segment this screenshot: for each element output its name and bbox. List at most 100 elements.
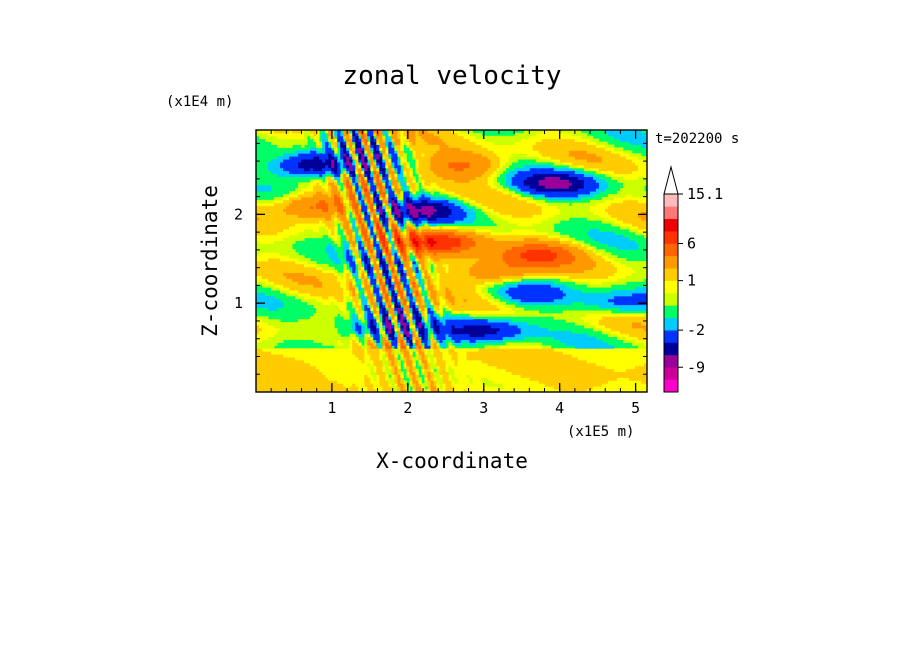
field-cell [298,357,302,361]
field-cell [370,287,374,291]
field-cell [292,348,296,352]
field-cell [604,330,609,335]
field-cell [511,304,516,308]
field-cell [514,275,519,279]
field-cell [619,365,624,370]
field-cell [565,293,570,297]
field-cell [544,348,549,352]
field-cell [550,298,555,303]
field-cell [484,290,488,294]
field-cell [403,307,407,311]
field-cell [334,362,338,367]
field-cell [394,261,398,265]
field-cell [445,295,449,300]
field-cell [304,389,308,392]
field-cell [361,281,365,285]
field-cell [364,261,368,265]
field-cell [574,342,579,346]
field-cell [571,310,576,314]
field-cell [613,278,618,282]
field-cell [613,319,618,323]
field-cell [355,386,359,390]
field-cell [346,357,350,361]
field-cell [532,383,537,387]
field-cell [448,354,452,358]
field-cell [619,327,624,332]
field-cell [370,365,374,370]
field-cell [586,348,591,352]
field-cell [514,287,519,291]
field-cell [535,386,540,390]
field-cell [502,371,507,375]
field-cell [499,368,504,373]
field-cell [265,269,269,274]
field-cell [358,357,362,361]
field-cell [505,345,510,349]
field-cell [316,293,320,297]
field-cell [280,368,284,373]
field-cell [610,298,615,303]
field-cell [511,345,516,349]
field-cell [559,383,564,387]
field-cell [490,304,495,308]
field-cell [469,290,473,294]
field-cell [352,295,356,300]
field-cell [358,263,362,268]
field-cell [277,377,281,381]
field-cell [529,293,534,297]
field-cell [430,275,434,279]
field-cell [370,325,374,329]
field-cell [529,327,534,332]
field-cell [325,389,329,392]
field-cell [565,351,570,355]
field-cell [382,389,386,392]
field-cell [466,336,470,340]
field-cell [481,266,485,271]
field-cell [274,380,278,384]
field-cell [421,354,425,358]
field-cell [259,261,263,265]
field-cell [523,298,528,303]
field-cell [403,304,407,308]
field-cell [340,351,344,355]
field-cell [589,272,594,276]
field-cell [538,386,543,390]
field-cell [433,371,437,375]
field-cell [283,371,287,375]
field-cell [436,281,440,285]
field-cell [301,389,305,392]
field-cell [448,365,452,370]
field-cell [283,278,287,282]
field-cell [568,333,573,338]
field-cell [295,383,299,387]
field-cell [586,266,591,271]
field-cell [310,380,314,384]
field-cell [526,333,531,338]
field-cell [373,359,377,364]
field-cell [334,389,338,392]
field-cell [391,357,395,361]
field-cell [478,293,482,297]
field-cell [484,263,488,268]
field-cell [418,333,422,338]
field-cell [637,357,642,361]
field-cell [418,263,422,268]
field-cell [457,351,461,355]
field-cell [436,316,440,320]
field-cell [601,284,606,288]
field-cell [376,287,380,291]
field-cell [433,330,437,335]
field-cell [586,362,591,367]
field-cell [433,359,437,364]
field-cell [442,386,446,390]
field-cell [511,368,516,373]
field-cell [610,313,615,317]
field-cell [487,269,491,274]
field-cell [439,295,443,300]
field-cell [355,290,359,294]
field-cell [508,374,513,378]
field-cell [268,365,272,370]
field-cell [538,383,543,387]
field-cell [550,383,555,387]
field-cell [355,319,359,323]
